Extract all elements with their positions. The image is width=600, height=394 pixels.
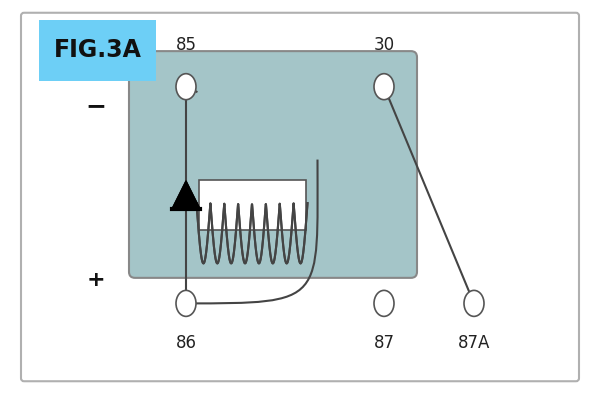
Bar bbox=[39, 20, 156, 81]
FancyBboxPatch shape bbox=[21, 13, 579, 381]
Bar bbox=[199, 180, 305, 230]
Ellipse shape bbox=[176, 74, 196, 100]
Text: 87A: 87A bbox=[458, 334, 490, 352]
Text: −: − bbox=[86, 95, 107, 118]
FancyBboxPatch shape bbox=[129, 51, 417, 278]
Text: +: + bbox=[86, 270, 106, 290]
Ellipse shape bbox=[464, 290, 484, 316]
Text: FIG.3A: FIG.3A bbox=[53, 38, 142, 62]
Ellipse shape bbox=[176, 290, 196, 316]
Text: 87: 87 bbox=[373, 334, 395, 352]
Text: 30: 30 bbox=[373, 36, 395, 54]
Text: 85: 85 bbox=[176, 36, 197, 54]
Ellipse shape bbox=[374, 290, 394, 316]
Polygon shape bbox=[172, 181, 200, 209]
Text: 86: 86 bbox=[176, 334, 197, 352]
Ellipse shape bbox=[374, 74, 394, 100]
